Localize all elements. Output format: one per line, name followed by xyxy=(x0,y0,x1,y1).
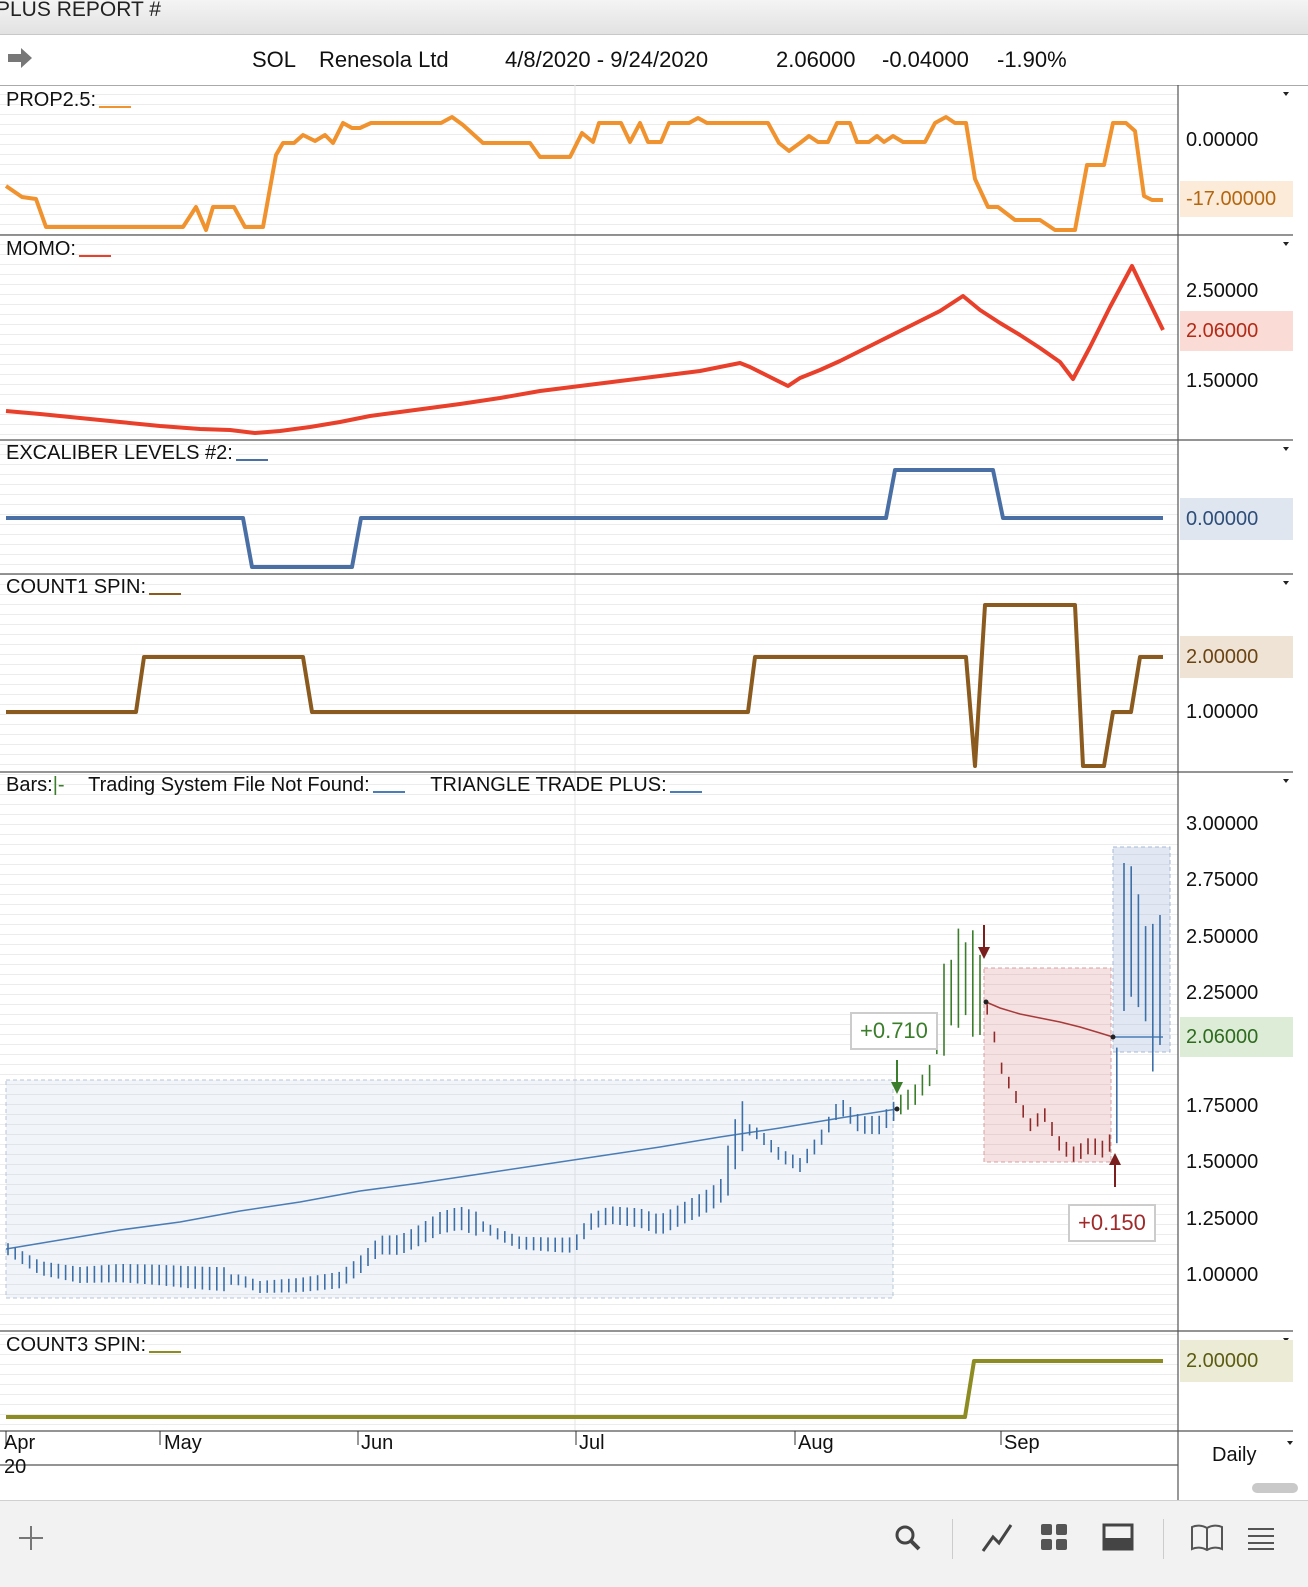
bars-axis-tick: 2.50000 xyxy=(1186,926,1259,948)
trade-result-label: +0.710 xyxy=(850,1012,938,1050)
bars-axis-tick: 1.75000 xyxy=(1186,1095,1259,1117)
ttp-legend-label: TRIANGLE TRADE PLUS: xyxy=(430,774,667,796)
x-axis-month: Aug xyxy=(798,1432,834,1454)
prop-axis-tick: 0.00000 xyxy=(1186,129,1259,151)
excal-series-line xyxy=(6,468,1163,569)
bars-axis-tick: 1.00000 xyxy=(1186,1264,1259,1286)
momo-value-badge: 2.06000 xyxy=(1180,311,1293,351)
x-axis-year: 20 xyxy=(4,1456,27,1478)
bars-axis-tick: 1.25000 xyxy=(1186,1208,1259,1230)
bottom-toolbar xyxy=(0,1500,1308,1587)
count1-axis-tick: 1.00000 xyxy=(1186,701,1259,723)
chart-area[interactable] xyxy=(0,85,1308,1500)
tsf-legend-label: Trading System File Not Found: xyxy=(88,774,370,796)
count1-series-line xyxy=(6,603,1163,768)
count3-panel-label: COUNT3 SPIN: xyxy=(6,1334,182,1357)
search-icon[interactable] xyxy=(893,1523,923,1553)
count3-series-line xyxy=(6,1359,1163,1419)
prop-value-badge: -17.00000 xyxy=(1180,181,1293,217)
price-change-pct: -1.90% xyxy=(997,47,1067,72)
company-name: Renesola Ltd xyxy=(319,47,449,72)
sell-arrow-icon xyxy=(978,925,990,959)
prop-series-line xyxy=(4,115,1163,232)
bars-legend-mark: |- xyxy=(52,774,65,796)
date-range: 4/8/2020 - 9/24/2020 xyxy=(505,47,709,72)
excal-value-badge: 0.00000 xyxy=(1180,498,1293,540)
menu-icon[interactable] xyxy=(1246,1525,1276,1551)
price-change: -0.04000 xyxy=(882,47,969,72)
symbol: SOL xyxy=(252,47,297,72)
x-axis-month: Sep xyxy=(1004,1432,1040,1454)
long-trade-zone xyxy=(5,1079,894,1299)
bars-panel-label: Bars:|- Trading System File Not Found: T… xyxy=(6,774,702,797)
symbol-info-bar: SOL Renesola Ltd 4/8/2020 - 9/24/2020 2.… xyxy=(0,35,1308,86)
x-axis-month: May xyxy=(164,1432,202,1454)
short-trade-zone xyxy=(983,967,1112,1163)
momo-axis-tick: 1.50000 xyxy=(1186,370,1259,392)
window-title: PLUS REPORT # xyxy=(0,0,161,21)
cover-arrow-icon xyxy=(1109,1153,1121,1187)
momo-axis-tick: 2.50000 xyxy=(1186,280,1259,302)
bars-panel xyxy=(5,846,1171,1299)
grid-layout-icon[interactable] xyxy=(1040,1523,1068,1551)
x-axis-month: Jun xyxy=(361,1432,394,1454)
bars-axis-tick: 1.50000 xyxy=(1186,1151,1259,1173)
count1-value-badge: 2.00000 xyxy=(1180,636,1293,678)
prop-panel-label: PROP2.5: xyxy=(6,89,132,112)
draw-line-icon[interactable] xyxy=(980,1521,1014,1555)
arrow-right-icon[interactable] xyxy=(6,47,34,69)
count1-legend-swatch xyxy=(149,592,182,595)
bars-axis-tick: 2.75000 xyxy=(1186,869,1259,891)
count1-panel-label: COUNT1 SPIN: xyxy=(6,576,182,599)
count3-legend-swatch xyxy=(149,1350,182,1353)
x-axis-month: Apr xyxy=(4,1432,36,1454)
horizontal-scrollbar[interactable] xyxy=(1252,1483,1298,1493)
momo-series-line xyxy=(5,264,1165,435)
prop-legend-swatch xyxy=(99,105,132,108)
bars-axis-tick: 2.25000 xyxy=(1186,982,1259,1004)
buy-arrow-icon xyxy=(891,1060,903,1094)
window-titlebar: PLUS REPORT # xyxy=(0,0,1308,35)
panel-layout-icon[interactable] xyxy=(1102,1523,1134,1551)
count3-value-badge: 2.00000 xyxy=(1180,1340,1293,1382)
bars-value-badge: 2.06000 xyxy=(1180,1017,1293,1057)
book-icon[interactable] xyxy=(1190,1523,1224,1553)
excal-panel-label: EXCALIBER LEVELS #2: xyxy=(6,442,268,465)
open-trade-zone xyxy=(1112,846,1171,1053)
period-selector[interactable]: Daily xyxy=(1212,1444,1257,1466)
momo-legend-swatch xyxy=(79,254,111,257)
trade-result-label: +0.150 xyxy=(1068,1204,1156,1242)
bars-axis-tick: 3.00000 xyxy=(1186,813,1259,835)
x-axis-month: Jul xyxy=(579,1432,605,1454)
add-icon[interactable] xyxy=(16,1523,46,1553)
last-price: 2.06000 xyxy=(776,47,856,72)
excal-legend-swatch xyxy=(235,458,268,461)
momo-panel-label: MOMO: xyxy=(6,238,111,261)
